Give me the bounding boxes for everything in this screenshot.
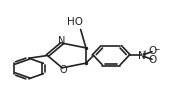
Text: O: O bbox=[149, 55, 157, 65]
Text: HO: HO bbox=[67, 17, 83, 27]
Text: N: N bbox=[58, 36, 65, 46]
Text: O: O bbox=[149, 46, 157, 56]
Text: N: N bbox=[138, 51, 145, 60]
Text: +: + bbox=[141, 49, 147, 58]
Text: O: O bbox=[59, 65, 67, 75]
Text: −: − bbox=[153, 45, 159, 54]
